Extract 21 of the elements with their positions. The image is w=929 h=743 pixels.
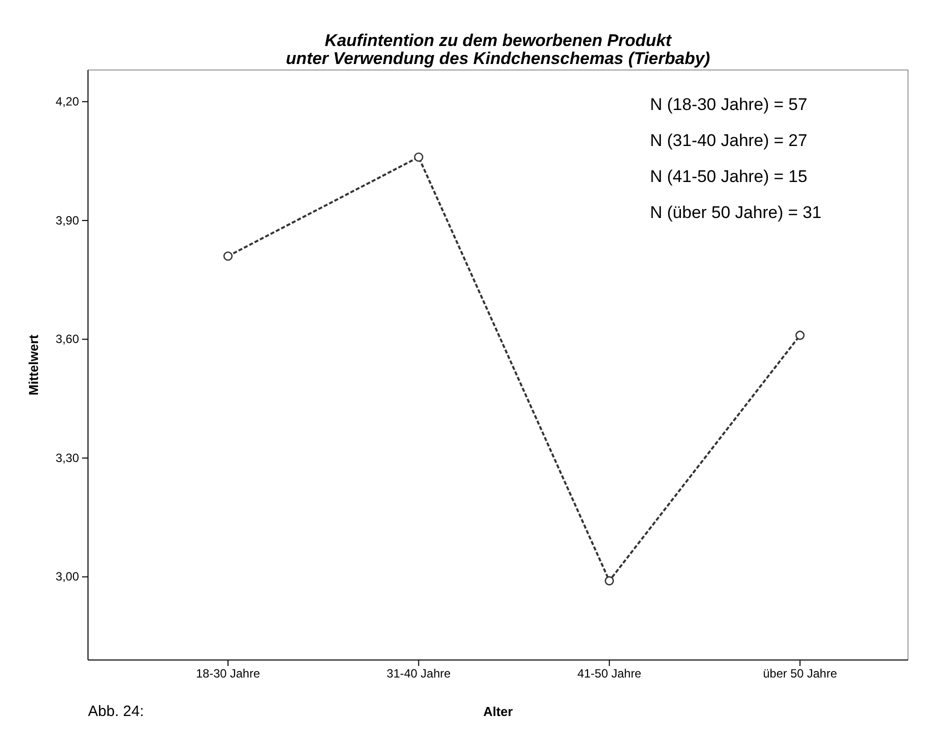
y-tick-label: 3,30 xyxy=(56,450,80,465)
y-axis-title: Mittelwert xyxy=(26,334,41,396)
y-tick-label: 3,60 xyxy=(56,332,80,346)
point xyxy=(604,576,614,586)
x-axis-title: Alter xyxy=(483,704,513,719)
chart-title: Kaufintention zu dem beworbenen Produkt unter Verwendung des Kindchenschemas (Tierbaby) xyxy=(286,31,710,68)
point xyxy=(795,330,805,340)
x-tick-label: 41-50 Jahre xyxy=(577,666,642,681)
x-tick-label: 18-30 Jahre xyxy=(196,666,260,681)
point xyxy=(414,152,424,162)
y-tick-label: 3,00 xyxy=(56,570,80,584)
x-tick-label: über 50 Jahre xyxy=(762,666,838,681)
caption: Abb. 24: xyxy=(88,703,144,720)
annotation: N (41-50 Jahre) = 15 xyxy=(650,167,808,186)
annotation: N (31-40 Jahre) = 27 xyxy=(650,131,808,150)
point xyxy=(223,251,233,261)
annotation: N (18-30 Jahre) = 57 xyxy=(650,95,808,114)
x-tick-label: 31-40 Jahre xyxy=(386,666,452,681)
y-tick-label: 3,90 xyxy=(56,213,80,228)
annotation: N (über 50 Jahre) = 31 xyxy=(650,203,822,222)
y-tick-label: 4,20 xyxy=(56,94,80,109)
